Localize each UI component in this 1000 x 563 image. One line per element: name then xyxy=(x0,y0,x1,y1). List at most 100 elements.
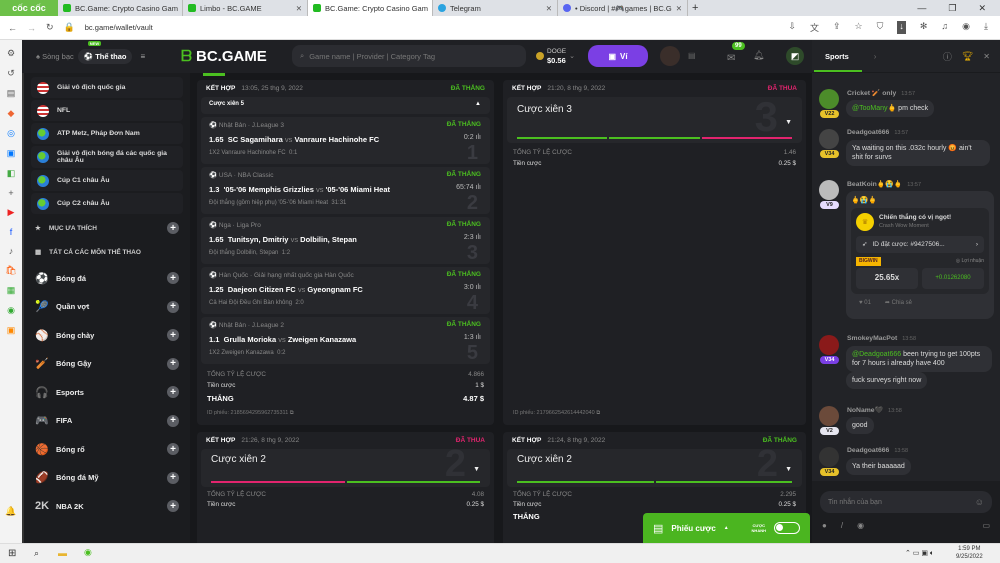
mention[interactable]: @TooMany🖕 xyxy=(852,105,897,112)
browser-tab[interactable]: BC.Game: Crypto Casino Gam ✕ xyxy=(58,0,183,16)
downloads-icon[interactable]: ⤓ xyxy=(984,21,988,31)
chat-input[interactable]: Tin nhắn của bạn ☺ xyxy=(820,491,992,513)
casino-toggle[interactable]: ♠ Sòng bạc xyxy=(36,52,74,61)
user-avatar[interactable] xyxy=(819,447,839,467)
ticket-id[interactable]: ID phiếu: 2179662542614442040 ⧉ xyxy=(503,406,610,421)
coccoc-icon[interactable]: ◆ xyxy=(7,108,15,118)
music-icon[interactable]: ♫ xyxy=(941,21,949,31)
stats-icon[interactable]: ılı xyxy=(475,284,481,291)
reload-icon[interactable]: ↻ xyxy=(46,22,54,32)
bookmark-star-icon[interactable]: ☆ xyxy=(854,21,863,31)
windows-start-icon[interactable]: ⊞ xyxy=(8,548,17,559)
caret-down-icon[interactable]: ▼ xyxy=(785,466,792,473)
sport-item[interactable]: 🎧 Esports + xyxy=(24,378,190,407)
menu-icon[interactable]: ▤ xyxy=(688,51,696,60)
expand-plus-icon[interactable]: + xyxy=(167,329,179,342)
chevron-right-icon[interactable]: › xyxy=(873,51,877,61)
caret-up-icon[interactable]: ▲ xyxy=(475,101,481,107)
zalo-icon[interactable]: ▣ xyxy=(6,148,16,158)
app-icon[interactable]: ▣ xyxy=(6,325,16,335)
league-item[interactable]: Cúp C1 châu Âu xyxy=(31,170,183,191)
browser-tab-active[interactable]: BC.Game: Crypto Casino Gam ✕ xyxy=(308,0,433,16)
sport-item[interactable]: 🏀 Bóng rổ + xyxy=(24,435,190,464)
close-tab-icon[interactable]: ✕ xyxy=(545,3,552,13)
currency-selector[interactable]: DOGE $0.56 ⌄ xyxy=(536,47,575,65)
close-tab-icon[interactable]: ✕ xyxy=(182,4,183,13)
search-icon[interactable]: ⌕ xyxy=(34,548,40,558)
parlay-header[interactable]: 2 Cược xiên 2 ▼ xyxy=(507,449,802,487)
notification-bell-icon[interactable]: 🔔 xyxy=(5,506,17,516)
sports-toggle[interactable]: ⚽ Thể thao NEW xyxy=(77,41,133,64)
expand-plus-icon[interactable]: + xyxy=(167,414,179,427)
user-avatar[interactable] xyxy=(819,406,839,426)
command-icon[interactable]: / xyxy=(840,521,844,530)
back-icon[interactable]: ← xyxy=(8,22,17,33)
browser-tab[interactable]: • Discord | #🎮games | BC.G ✕ xyxy=(558,0,688,16)
add-icon[interactable]: + xyxy=(8,188,14,198)
forward-icon[interactable]: → xyxy=(27,22,36,33)
league-item[interactable]: Cúp C2 châu Âu xyxy=(31,193,183,214)
minimize-icon[interactable]: — xyxy=(917,2,927,13)
share-icon[interactable]: ⇪ xyxy=(832,21,841,31)
emoji-icon[interactable]: ☺ xyxy=(974,497,984,507)
chat-toggle-icon[interactable]: ◩ xyxy=(786,47,804,65)
trophy-icon[interactable]: 🏆︎ xyxy=(961,50,974,61)
parlay-header[interactable]: 2 Cược xiên 2 ▼ xyxy=(201,449,490,487)
bell-icon[interactable]: 🔔︎ xyxy=(753,50,765,60)
coin-rain-icon[interactable]: ● xyxy=(822,521,827,530)
league-item[interactable]: Giải vô địch quốc gia xyxy=(31,77,183,98)
stats-icon[interactable]: ılı xyxy=(475,334,481,341)
close-window-icon[interactable]: ✕ xyxy=(978,2,986,13)
username[interactable]: Cricket 🏏 only xyxy=(847,90,897,97)
league-item[interactable]: Giải vô địch bóng đá các quốc gia châu Â… xyxy=(31,146,183,168)
parlay-header[interactable]: 3 Cược xiên 3 ▼ xyxy=(507,97,802,143)
bcgame-logo[interactable]: ᗷ BC.GAME xyxy=(181,48,267,65)
expand-plus-icon[interactable]: + xyxy=(167,386,179,399)
coccoc-taskbar-icon[interactable]: ◉ xyxy=(84,547,92,557)
user-avatar[interactable] xyxy=(819,129,839,149)
ticket-id[interactable]: ID phiếu: 2185694295962735311 ⧉ xyxy=(197,406,494,421)
league-item[interactable]: NFL xyxy=(31,100,183,121)
browser-tab[interactable]: Telegram ✕ xyxy=(433,0,558,16)
shield-icon[interactable]: ⛉ xyxy=(876,21,884,31)
share-button[interactable]: ➦ Chia sẻ xyxy=(884,300,912,306)
file-explorer-icon[interactable]: ▬ xyxy=(58,548,67,558)
favorites-section[interactable]: ★ MỤC ƯA THÍCH + xyxy=(24,216,190,240)
username[interactable]: Deadgoat666 xyxy=(847,129,890,136)
user-avatar[interactable] xyxy=(819,335,839,355)
caret-down-icon[interactable]: ▼ xyxy=(473,466,480,473)
expand-plus-icon[interactable]: + xyxy=(167,443,179,456)
maximize-icon[interactable]: ❐ xyxy=(948,2,957,13)
sport-item[interactable]: 🎮 FIFA + xyxy=(24,407,190,436)
url-field[interactable]: bc.game/wallet/vault xyxy=(84,23,153,32)
league-item[interactable]: ATP Metz, Pháp Đơn Nam xyxy=(31,123,183,144)
avatar[interactable] xyxy=(660,46,680,66)
like-button[interactable]: ♥ 01 xyxy=(859,300,871,306)
copy-icon[interactable]: ⧉ xyxy=(289,410,294,416)
betslip-button[interactable]: ▤ Phiếu cược ▲ CƯỢC NHANH xyxy=(643,513,810,543)
settings-icon[interactable]: ⚙ xyxy=(6,48,16,58)
close-tab-icon[interactable]: ✕ xyxy=(295,3,302,13)
games-icon[interactable]: ◧ xyxy=(6,168,16,178)
notes-icon[interactable]: ▤ xyxy=(6,88,16,98)
coccoc-logo[interactable]: cốc cốc xyxy=(0,0,58,16)
username[interactable]: BeatKoin🖕😭🖕 xyxy=(847,181,903,188)
expand-plus-icon[interactable]: + xyxy=(167,500,179,513)
sport-item[interactable]: 🏏 Bóng Gậy + xyxy=(24,350,190,379)
username[interactable]: SmokeyMacPot xyxy=(847,335,898,342)
close-tab-icon[interactable]: ✕ xyxy=(432,4,433,13)
app-icon[interactable]: ▦ xyxy=(6,285,16,295)
gif-icon[interactable]: ▭ xyxy=(982,521,990,530)
sport-item[interactable]: ⚾ Bóng chày + xyxy=(24,321,190,350)
wallet-button[interactable]: ▣ Ví xyxy=(588,45,648,67)
parlay-header[interactable]: Cược xiên 5 ▲ xyxy=(201,97,490,114)
history-icon[interactable]: ↺ xyxy=(7,68,15,78)
expand-plus-icon[interactable]: + xyxy=(167,222,179,234)
sport-item[interactable]: 2K NBA 2K + xyxy=(24,492,190,521)
profile-icon[interactable]: ◉ xyxy=(962,21,971,31)
username[interactable]: Deadgoat666 xyxy=(847,447,890,454)
stats-icon[interactable]: ılı xyxy=(475,184,481,191)
shopee-icon[interactable]: 🛍 xyxy=(5,265,17,275)
tiktok-icon[interactable]: ♪ xyxy=(8,246,14,256)
sport-item[interactable]: 🎾 Quần vợt + xyxy=(24,293,190,322)
